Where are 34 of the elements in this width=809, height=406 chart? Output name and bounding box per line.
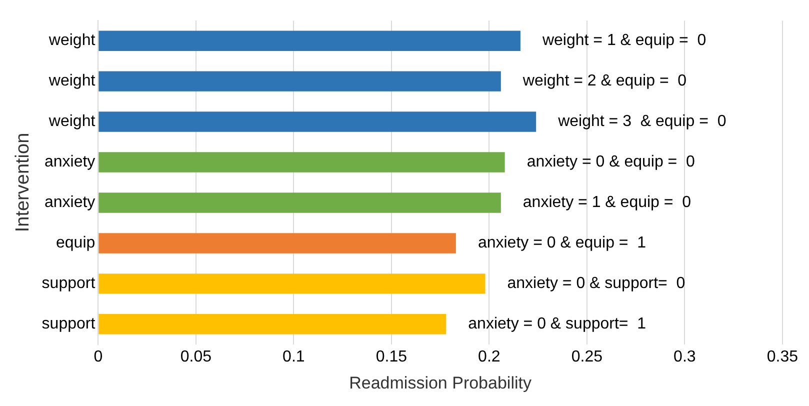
y-axis-title: Intervention bbox=[12, 132, 34, 232]
y-tick-label: support bbox=[42, 316, 96, 333]
y-tick-label: weight bbox=[48, 72, 96, 90]
bar bbox=[98, 112, 536, 132]
data-label: anxiety = 0 & support= 0 bbox=[507, 275, 686, 292]
data-label: anxiety = 0 & equip = 0 bbox=[526, 154, 696, 171]
bar bbox=[98, 71, 501, 92]
x-tick-label: 0.3 bbox=[674, 348, 696, 366]
bar bbox=[98, 314, 446, 334]
y-tick-label: weight bbox=[48, 113, 96, 130]
x-tick-label: 0.15 bbox=[376, 348, 408, 366]
y-tick-label: weight bbox=[48, 32, 96, 50]
y-tick-label: anxiety bbox=[44, 154, 96, 171]
y-tick-label: equip bbox=[56, 234, 96, 252]
data-label: anxiety = 0 & equip = 1 bbox=[478, 234, 646, 252]
data-label: weight = 1 & equip = 0 bbox=[541, 32, 706, 50]
x-tick-label: 0.1 bbox=[282, 348, 305, 366]
data-label: anxiety = 1 & equip = 0 bbox=[522, 194, 692, 212]
x-tick-label: 0.25 bbox=[571, 348, 603, 366]
data-label: anxiety = 0 & support= 1 bbox=[468, 316, 646, 333]
bar bbox=[98, 274, 486, 294]
x-tick-label: 0.35 bbox=[766, 348, 798, 366]
bar bbox=[98, 30, 520, 51]
bar bbox=[98, 152, 505, 172]
x-tick-label: 0.2 bbox=[478, 348, 500, 366]
data-label: weight = 2 & equip = 0 bbox=[522, 72, 687, 90]
x-axis-title: Readmission Probability bbox=[349, 373, 532, 392]
y-tick-label: support bbox=[42, 275, 96, 292]
bar bbox=[98, 192, 501, 213]
bar bbox=[98, 233, 456, 254]
data-label: weight = 3 & equip = 0 bbox=[557, 113, 726, 130]
x-tick-label: 0 bbox=[94, 348, 103, 366]
x-tick-label: 0.05 bbox=[180, 348, 212, 366]
y-tick-label: anxiety bbox=[44, 194, 96, 212]
